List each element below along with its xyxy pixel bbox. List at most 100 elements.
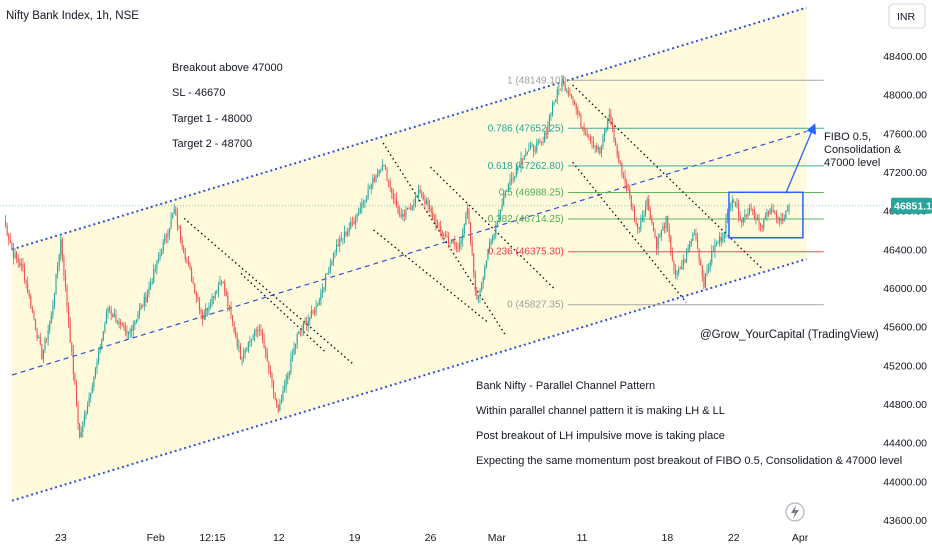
candle-body	[734, 202, 736, 207]
candle-body	[563, 81, 565, 84]
candle-body	[689, 243, 691, 249]
candle-body	[46, 338, 48, 340]
time-axis[interactable]: 23 Feb 12:15 12 19 26 Mar 11 18 22 Apr	[0, 526, 886, 550]
candle-body	[44, 338, 46, 350]
fibo-note: FIBO 0.5, Consolidation & 47000 level	[824, 131, 902, 169]
currency-label: INR	[897, 11, 916, 23]
candle-body	[471, 241, 473, 254]
currency-button[interactable]: INR	[888, 3, 926, 29]
candle-body	[662, 226, 664, 231]
candle-body	[211, 296, 213, 306]
candle-body	[668, 227, 670, 236]
candle-body	[660, 230, 662, 238]
candle-body	[651, 219, 653, 223]
candle-body	[91, 386, 93, 394]
fib-level-label: 0.5 (46988.25)	[499, 187, 564, 198]
candle-body	[463, 224, 465, 234]
candle-body	[9, 239, 11, 244]
candle-body	[98, 351, 100, 362]
candle-body	[287, 375, 289, 379]
candle-body	[135, 319, 137, 322]
candle-body	[325, 274, 327, 288]
candle-body	[451, 240, 453, 243]
replay-button[interactable]	[785, 502, 805, 522]
candle-body	[132, 324, 134, 331]
candle-body	[118, 321, 120, 324]
candle-body	[551, 103, 554, 115]
candle-body	[247, 342, 249, 351]
price-tick-label: 48000.00	[883, 90, 927, 102]
candle-body	[55, 274, 57, 295]
candle-body	[375, 176, 377, 182]
candle-body	[80, 431, 82, 437]
candle-body	[413, 204, 415, 206]
candle-body	[323, 287, 325, 290]
time-tick-label: 23	[55, 532, 67, 544]
candle-body	[328, 272, 330, 274]
candle-body	[452, 240, 454, 243]
candle-body	[71, 342, 73, 352]
candle-body	[512, 178, 514, 180]
candle-body	[490, 241, 492, 245]
candle-body	[173, 209, 175, 214]
candle-body	[722, 238, 724, 241]
fib-level-label: 0 (45827.35)	[507, 300, 564, 311]
candle-body	[77, 405, 79, 424]
candle-body	[279, 403, 281, 412]
candle-body	[384, 165, 387, 169]
candle-body	[241, 357, 243, 360]
candle-body	[780, 218, 782, 222]
candle-body	[629, 188, 631, 197]
candle-body	[670, 235, 672, 252]
candle-body	[496, 222, 498, 226]
candle-body	[219, 282, 221, 285]
candle-body	[709, 262, 711, 269]
candle-body	[715, 243, 718, 245]
candle-body	[682, 259, 684, 267]
analysis-line: Post breakout of LH impulsive move is ta…	[476, 430, 725, 442]
candle-body	[172, 213, 174, 219]
candle-body	[315, 305, 317, 313]
fib-level-label: 0.236 (46375.30)	[488, 247, 564, 258]
fib-levels-layer: 1 (48149.10) 0.786 (47652.25) 0.618 (47262…	[0, 75, 885, 311]
candle-body	[499, 209, 502, 215]
channel-lower-line	[11, 258, 807, 502]
candle-body	[659, 237, 661, 238]
candle-body	[230, 306, 232, 316]
candle-body	[238, 345, 240, 347]
candle-body	[19, 262, 21, 266]
candle-body	[522, 158, 524, 160]
candle-body	[755, 217, 757, 219]
candle-body	[616, 145, 618, 155]
candle-body	[380, 169, 382, 171]
candle-body	[293, 347, 295, 356]
candle-body	[378, 169, 380, 175]
candle-body	[66, 286, 68, 308]
analysis-line: Within parallel channel pattern it is ma…	[476, 405, 725, 417]
candle-body	[146, 294, 148, 302]
candle-body	[605, 128, 607, 132]
candle-body	[36, 329, 38, 338]
candle-body	[255, 330, 257, 332]
candle-body	[329, 264, 331, 273]
fibo-note-line: FIBO 0.5,	[824, 131, 871, 143]
candle-body	[20, 263, 22, 266]
candle-body	[693, 233, 695, 235]
candle-body	[94, 367, 96, 377]
channel-fill	[12, 7, 807, 501]
candle-body	[170, 218, 172, 229]
candle-body	[646, 199, 648, 207]
candle-body	[462, 233, 464, 241]
candle-body	[268, 361, 270, 371]
candle-body	[750, 208, 752, 210]
candle-body	[373, 178, 375, 182]
candle-body	[444, 235, 446, 237]
candle-body	[101, 340, 103, 350]
candle-body	[782, 218, 784, 222]
time-axis-bg	[0, 526, 886, 550]
candle-body	[548, 116, 550, 126]
candle-body	[764, 216, 766, 219]
price-axis[interactable]: 48400.0048000.0047600.0047200.0046800.00…	[883, 0, 932, 550]
candle-body	[627, 188, 629, 190]
